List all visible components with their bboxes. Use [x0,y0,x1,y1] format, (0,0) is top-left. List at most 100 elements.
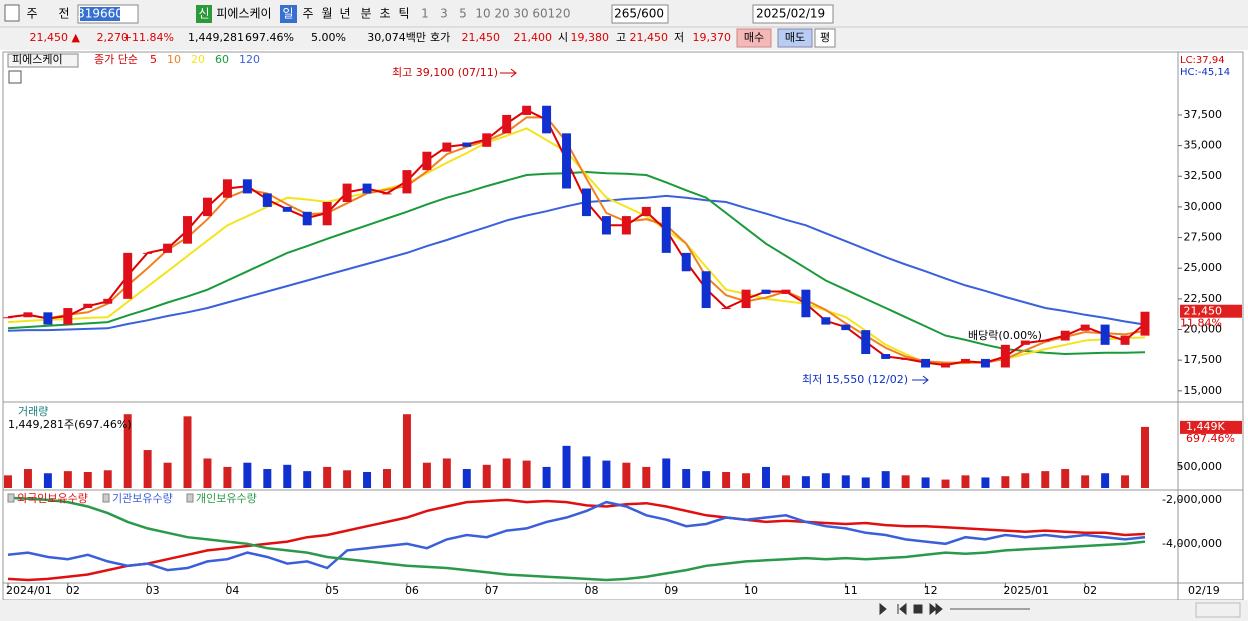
interval[interactable]: 60 [532,7,547,21]
quote-open: 19,380 [571,31,610,44]
candle [980,358,990,368]
volume-bar [841,475,850,488]
new-badge [196,5,212,23]
candle [641,206,651,217]
candle [941,363,951,368]
volume-bar [343,470,352,488]
volume-bar [941,479,950,488]
y-tick-label: 22,500 [1184,292,1223,305]
y-tick-label: 27,500 [1184,231,1223,244]
volume-bar [622,462,631,488]
volume-bar [1101,473,1110,488]
volume-bar [1061,469,1070,488]
candle [502,114,512,134]
quote-rate: +11.84% [123,31,174,44]
candle [601,216,611,235]
period-tab[interactable]: 주 [302,7,313,21]
candle [143,252,153,254]
x-tick-label: 08 [584,584,598,597]
tool[interactable]: 전 [58,7,69,21]
interval[interactable]: 1 [421,7,429,21]
interval[interactable]: 20 [494,7,509,21]
buy-button[interactable] [736,28,772,48]
avg-button[interactable] [814,28,836,48]
stock-code[interactable]: 319660 [77,7,123,21]
y-tick-label: 32,500 [1184,169,1223,182]
count-box[interactable] [611,4,669,24]
volume-bar [123,414,132,488]
volume-bar [143,450,152,488]
legend-entry: 기관보유수량 [112,492,173,505]
interval[interactable]: 5 [459,7,467,21]
volume-bar [1001,476,1010,488]
volume-bar [542,466,551,488]
candle [43,312,53,325]
interval[interactable]: 120 [548,7,571,21]
candle [342,183,352,202]
quote-ask: 21,450 [462,31,501,44]
sell-label[interactable]: 매도 [785,31,805,44]
candle [183,216,193,244]
period-tab[interactable]: 일 [282,7,293,21]
y-tick-label: 15,000 [1184,384,1223,397]
candle [63,308,73,325]
x-tick-label: 2024/01 [6,584,52,597]
buy-label[interactable]: 매수 [744,31,764,44]
volume-bar [522,460,531,488]
volume-bar [801,476,810,488]
rate-label: 11.84% [1180,317,1222,330]
price-label: 21,450 [1184,305,1223,318]
period-tab[interactable]: 분 [360,7,371,21]
legend-entry: 개인보유수량 [196,492,257,505]
candle [960,358,970,364]
sell-button[interactable] [777,28,813,48]
candle [841,324,851,331]
y-tick-label: -4,000,000 [1162,537,1222,550]
avg-label[interactable]: 평 [820,31,830,44]
date: 2025/02/19 [756,7,825,21]
period-tab[interactable]: 월 [321,7,332,21]
volume-bar [263,469,272,488]
y-tick-label: 17,500 [1184,353,1223,366]
volume-bar [781,475,790,488]
candle [721,308,731,310]
x-tick-label: 10 [744,584,758,597]
period-tab[interactable]: 초 [379,7,390,21]
nav-buttons[interactable] [879,602,943,616]
volume-bar [63,471,72,488]
candle [442,142,452,152]
tool[interactable]: 주 [26,7,37,21]
candle [1000,344,1010,368]
volume-bar [602,460,611,488]
y-tick-label: 35,000 [1184,139,1223,152]
volume-bar [183,416,192,488]
calc-icon[interactable] [8,70,22,84]
volume-bar [1041,471,1050,488]
volume-rate: 697.46% [1186,432,1235,445]
interval[interactable]: 3 [440,7,448,21]
menu-icon[interactable] [4,4,20,22]
day-tab[interactable] [280,5,297,23]
interval[interactable]: 10 [475,7,490,21]
holding-line [7,500,1146,572]
zoom-controls[interactable] [1195,602,1241,618]
quote-volume: 1,449,281 [188,31,244,44]
candle [861,330,871,355]
candle [881,354,891,359]
volume-bar [83,471,92,488]
candle [83,303,93,309]
date-box[interactable] [752,4,834,24]
volume-bar [1121,475,1130,488]
volume-label: 1,449K [1186,420,1225,433]
panel-title: 거래량 [18,405,48,418]
legend-swatch [102,493,110,503]
period-tab[interactable]: 년 [339,7,350,21]
interval[interactable]: 30 [513,7,528,21]
period-tab[interactable]: 틱 [398,7,409,21]
x-tick-label: 09 [664,584,678,597]
date-label: 02/19 [1188,584,1220,597]
ma-line [7,108,1146,367]
candle [202,197,212,217]
candle [701,271,711,309]
volume-bar [323,466,332,488]
